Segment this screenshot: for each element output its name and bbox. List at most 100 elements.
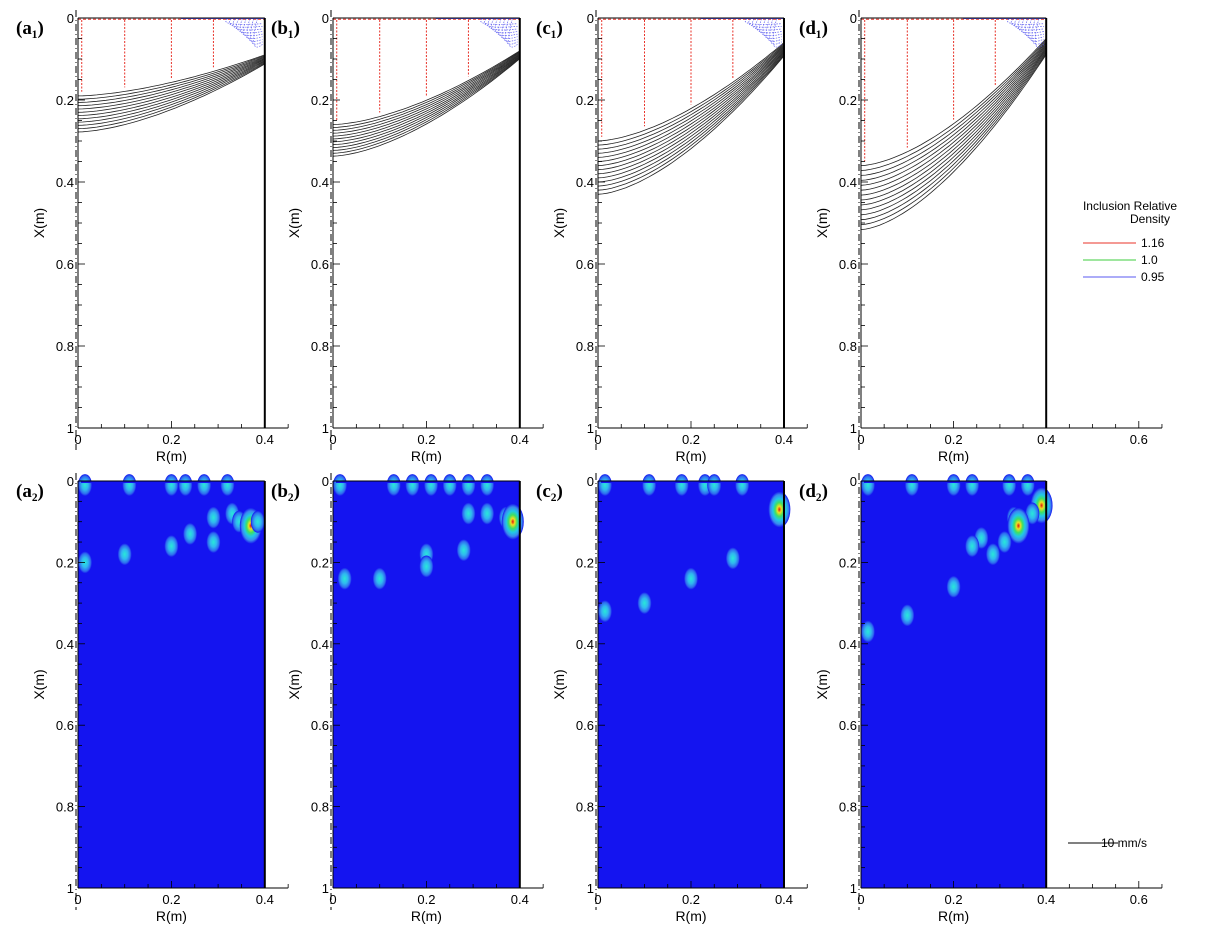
front-contour	[332, 54, 521, 143]
panel-label: (a₂)	[16, 481, 44, 502]
top-band	[864, 481, 1044, 483]
inclusion-line-blue	[236, 18, 263, 34]
front-contour	[332, 51, 521, 128]
r-tick-label: 0.2	[417, 432, 435, 447]
heat-spot	[900, 604, 915, 627]
x-tick-label: 1	[322, 421, 329, 436]
panel-label: (c₁)	[536, 18, 563, 39]
front-contour	[860, 45, 1047, 196]
front-contour	[332, 53, 521, 137]
x-tick-label: 1	[587, 421, 594, 436]
panel-a2: 00.20.40.60.810 0.2 0.4X(m)R(m)(a₂)	[16, 473, 289, 924]
heat-spot	[122, 474, 137, 497]
panel-label: (c₂)	[536, 481, 563, 502]
x-tick-label: 0.8	[311, 800, 329, 815]
heat-spot	[904, 474, 919, 497]
inclusion-line-blue	[505, 18, 518, 45]
heat-spot	[456, 539, 471, 562]
x-tick-label: 1	[850, 881, 857, 896]
x-tick-label: 1	[322, 881, 329, 896]
heat-spot	[117, 543, 132, 566]
front-contour	[597, 54, 785, 191]
heat-background	[861, 481, 1047, 888]
heat-spot	[642, 474, 657, 497]
inclusion-line-blue	[491, 18, 518, 34]
front-contour	[77, 62, 265, 130]
x-tick-label: 0.4	[576, 637, 594, 652]
x-tick-label: 0	[322, 474, 329, 489]
heat-spot	[197, 474, 212, 497]
inclusion-line-blue	[229, 18, 263, 28]
front-contour	[597, 43, 785, 146]
x-tick-label: 0	[67, 11, 74, 26]
front-contour	[860, 43, 1047, 186]
front-contour	[597, 45, 785, 154]
heat-spot	[206, 506, 221, 529]
inclusion-line-blue	[1017, 18, 1044, 34]
inclusion-line-blue	[484, 18, 518, 28]
inclusion-line-blue	[748, 18, 782, 28]
heat-spot	[965, 474, 980, 497]
inclusion-line-blue	[1028, 18, 1045, 42]
panel-d2: 00.20.40.60.810 0.2 0.4 0.6X(m)R(m)(d₂)	[799, 473, 1163, 924]
inclusion-line-blue	[508, 18, 518, 48]
x-tick-label: 0.6	[311, 257, 329, 272]
heat-spot	[405, 474, 420, 497]
panel-d1: 00.20.40.60.810 0.2 0.4 0.6X(m)R(m)(d₁)	[799, 10, 1163, 464]
r-tick-label: 0.2	[682, 892, 700, 907]
panels: 00.20.40.60.810 0.2 0.4X(m)R(m)(a₁) 00.20.4…	[16, 10, 1163, 924]
inclusion-line-blue	[1024, 18, 1045, 39]
r-tick-label: 0.4	[256, 892, 274, 907]
x-axis-title: X(m)	[31, 669, 47, 699]
x-tick-label: 0.4	[576, 175, 594, 190]
vector-scale: 10 mm/s	[1068, 836, 1147, 850]
legend-title-line2: Density	[1130, 212, 1170, 226]
r-tick-label: 0	[594, 432, 601, 447]
heat-spot	[860, 620, 875, 643]
front-contour	[77, 63, 265, 133]
x-axis-title: X(m)	[551, 669, 567, 699]
r-tick-label: 0.2	[162, 432, 180, 447]
heat-spot	[78, 474, 93, 497]
front-contour	[77, 57, 265, 107]
x-tick-label: 0.6	[839, 257, 857, 272]
x-tick-label: 0.6	[56, 257, 74, 272]
r-tick-label: 0.4	[511, 432, 529, 447]
inclusion-line-blue	[1031, 18, 1045, 45]
r-tick-label: 0.6	[1130, 892, 1148, 907]
heat-spot	[386, 474, 401, 497]
top-band	[601, 481, 781, 483]
front-contour	[332, 54, 521, 140]
x-tick-label: 1	[850, 421, 857, 436]
r-tick-label: 0.4	[1037, 432, 1055, 447]
inclusion-line-blue	[480, 18, 518, 25]
heat-background	[333, 481, 520, 888]
heat-spot	[419, 555, 434, 578]
inclusion-line-blue	[1034, 18, 1045, 48]
front-contour	[332, 52, 521, 134]
x-tick-label: 0.2	[576, 93, 594, 108]
heat-spot	[1025, 502, 1040, 525]
inclusion-line-blue	[744, 18, 782, 25]
heat-spot	[480, 474, 495, 497]
heat-spot	[965, 535, 980, 558]
x-tick-label: 0	[850, 11, 857, 26]
heat-spot	[442, 474, 457, 497]
heat-spot	[78, 551, 93, 574]
x-tick-label: 0.2	[839, 555, 857, 570]
top-band	[336, 481, 517, 483]
x-tick-label: 0.2	[839, 93, 857, 108]
inclusion-line-blue	[762, 18, 782, 39]
front-contour	[860, 54, 1047, 230]
r-tick-label: 0	[74, 432, 81, 447]
inclusion-line-blue	[243, 18, 263, 39]
x-tick-label: 0.8	[56, 800, 74, 815]
inclusion-line-blue	[494, 18, 518, 37]
x-tick-label: 0.2	[311, 93, 329, 108]
heat-spot	[1020, 474, 1035, 497]
x-tick-label: 0.4	[311, 637, 329, 652]
front-contour	[860, 40, 1047, 176]
heat-spot	[637, 592, 652, 615]
x-tick-label: 0	[67, 474, 74, 489]
